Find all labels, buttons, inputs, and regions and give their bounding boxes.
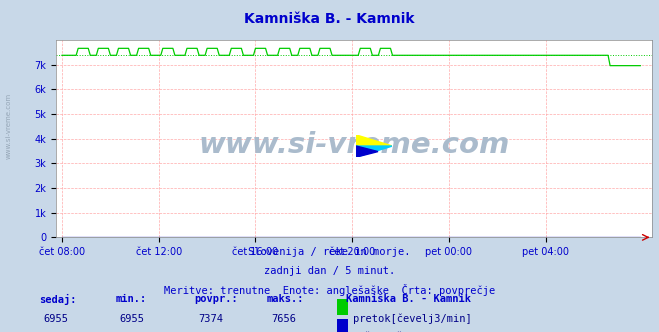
Text: povpr.:: povpr.: — [194, 294, 238, 304]
Text: min.:: min.: — [115, 294, 146, 304]
Text: Kamniška B. - Kamnik: Kamniška B. - Kamnik — [244, 12, 415, 26]
Text: zadnji dan / 5 minut.: zadnji dan / 5 minut. — [264, 266, 395, 276]
Polygon shape — [357, 146, 393, 157]
Text: 6955: 6955 — [43, 314, 69, 324]
Text: 6955: 6955 — [119, 314, 144, 324]
Text: 7374: 7374 — [198, 314, 223, 324]
Text: pretok[čevelj3/min]: pretok[čevelj3/min] — [353, 314, 471, 324]
Text: Kamniška B. - Kamnik: Kamniška B. - Kamnik — [346, 294, 471, 304]
Polygon shape — [357, 146, 378, 157]
Text: maks.:: maks.: — [267, 294, 304, 304]
Text: Slovenija / reke in morje.: Slovenija / reke in morje. — [248, 247, 411, 257]
Text: 7656: 7656 — [271, 314, 296, 324]
Text: sedaj:: sedaj: — [40, 294, 77, 305]
Polygon shape — [357, 135, 393, 146]
Text: www.si-vreme.com: www.si-vreme.com — [198, 130, 510, 159]
Text: Meritve: trenutne  Enote: anglešaške  Črta: povprečje: Meritve: trenutne Enote: anglešaške Črta… — [164, 284, 495, 296]
Text: www.si-vreme.com: www.si-vreme.com — [5, 93, 12, 159]
